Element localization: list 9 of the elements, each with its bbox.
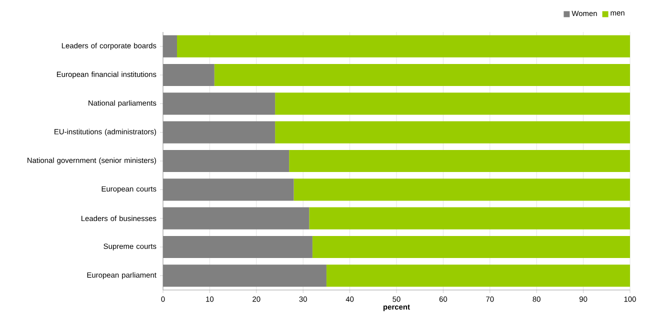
bar — [309, 207, 630, 230]
bar — [275, 121, 630, 144]
bar — [177, 35, 630, 58]
bar — [275, 92, 630, 115]
bar — [289, 150, 630, 172]
bar — [312, 236, 630, 258]
bar — [294, 178, 630, 201]
bar — [214, 64, 630, 86]
bar — [326, 264, 630, 287]
